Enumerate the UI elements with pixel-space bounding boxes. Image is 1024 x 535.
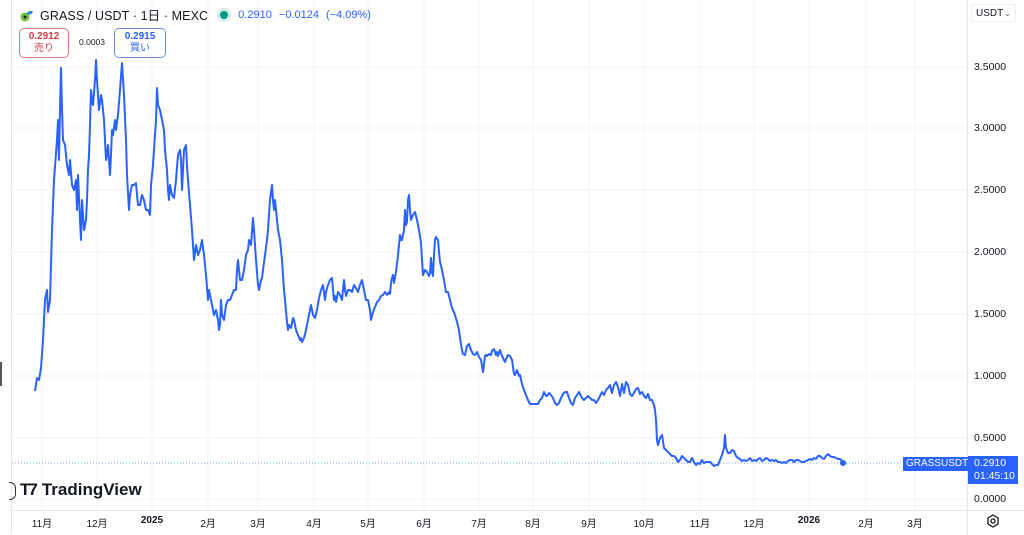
time-tick: 12月 [86, 519, 108, 530]
sell-button[interactable]: 0.2912 売り [19, 28, 69, 58]
time-tick: 3月 [250, 519, 266, 530]
last-price-value: 0.2910 [974, 457, 1007, 469]
panel-collapse-handle[interactable] [9, 482, 16, 500]
time-tick: 4月 [306, 519, 322, 530]
buy-button[interactable]: 0.2915 買い [114, 28, 166, 58]
price-line [34, 59, 844, 467]
tradingview-wordmark: TradingView [41, 480, 142, 499]
time-tick-year: 2026 [797, 515, 821, 526]
time-tick-year: 2025 [140, 515, 164, 526]
grass-logo-icon [20, 10, 33, 21]
spread-value: 0.0003 [79, 37, 105, 47]
axis-corner [967, 510, 1024, 535]
symbol-price-label: GRASSUSDT [903, 457, 972, 471]
buy-price: 0.2915 [124, 31, 156, 42]
left-panel-edge [0, 0, 12, 534]
sell-price: 0.2912 [28, 31, 60, 42]
price-tick: 2.0000 [974, 246, 1007, 258]
change-value: −0.0124 [278, 8, 319, 21]
time-tick: 10月 [633, 519, 655, 530]
price-tick: 0.0000 [974, 493, 1007, 505]
price-tick: 0.5000 [974, 432, 1007, 444]
last-price-dot [840, 460, 846, 466]
time-tick: 2月 [200, 519, 216, 530]
time-tick: 3月 [907, 519, 923, 530]
quote-summary: 0.2910 −0.0124 (−4.09%) [238, 9, 375, 21]
price-tick: 3.0000 [974, 122, 1007, 134]
time-tick: 9月 [581, 519, 597, 530]
time-tick: 11月 [31, 519, 53, 530]
time-tick: 5月 [360, 519, 376, 530]
tradingview-logo[interactable]: T7 TradingView [20, 480, 142, 500]
time-tick: 2月 [858, 519, 874, 530]
price-tick: 1.5000 [974, 308, 1007, 320]
time-tick: 8月 [525, 519, 541, 530]
settings-icon[interactable] [985, 513, 1001, 529]
bar-countdown: 01:45:10 [974, 470, 1015, 482]
buy-label: 買い [130, 43, 150, 54]
time-tick: 6月 [416, 519, 432, 530]
currency-select[interactable]: USDT ⌄ [971, 4, 1016, 22]
last-price-tag: 0.2910 01:45:10 [968, 456, 1018, 484]
last-value: 0.2910 [238, 8, 272, 21]
time-tick: 11月 [689, 519, 711, 530]
market-open-indicator [220, 10, 229, 19]
symbol-title[interactable]: GRASS / USDT · 1日 · MEXC [40, 9, 209, 23]
chart-header: GRASS / USDT · 1日 · MEXC 0.2910 −0.0124 … [20, 5, 375, 24]
tradingview-mark-icon: T7 [20, 480, 38, 499]
left-scroll-marker[interactable] [0, 362, 2, 386]
time-axis[interactable] [12, 510, 967, 535]
sell-label: 売り [34, 43, 54, 54]
chart-pane[interactable] [12, 0, 967, 510]
time-tick: 12月 [743, 519, 765, 530]
price-tick: 2.5000 [974, 184, 1007, 196]
time-tick: 7月 [471, 519, 487, 530]
chevron-down-icon: ⌄ [1004, 8, 1011, 18]
price-axis[interactable] [967, 0, 1024, 510]
change-percent: (−4.09%) [326, 8, 371, 21]
currency-label: USDT [976, 7, 1004, 19]
grid-lines [12, 0, 967, 510]
price-chart [12, 0, 967, 510]
price-tick: 3.5000 [974, 61, 1007, 73]
price-tick: 1.0000 [974, 370, 1007, 382]
